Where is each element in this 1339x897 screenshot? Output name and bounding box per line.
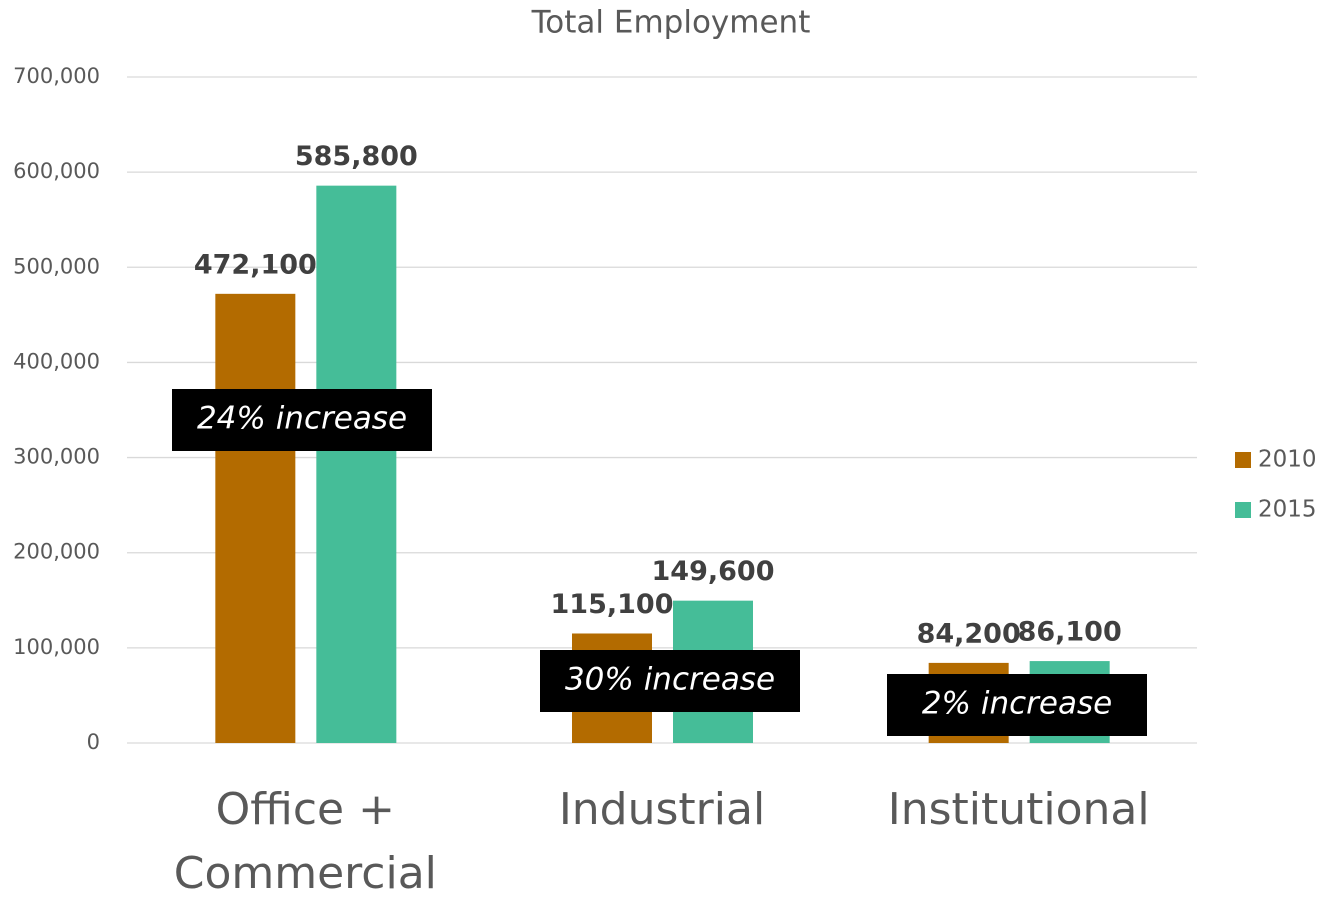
legend-swatch bbox=[1235, 452, 1251, 468]
y-tick-label: 300,000 bbox=[13, 445, 100, 469]
y-tick-label: 200,000 bbox=[13, 540, 100, 564]
y-tick-label: 100,000 bbox=[13, 635, 100, 659]
data-label: 585,800 bbox=[295, 141, 418, 172]
annotation: 2% increase bbox=[922, 686, 1112, 722]
y-tick-label: 400,000 bbox=[13, 349, 100, 373]
x-tick-label: Industrial bbox=[559, 784, 765, 835]
annotation-box bbox=[172, 389, 432, 451]
y-tick-label: 600,000 bbox=[13, 159, 100, 183]
data-label: 84,200 bbox=[917, 618, 1021, 649]
data-label: 115,100 bbox=[551, 589, 674, 620]
y-tick-label: 0 bbox=[87, 730, 100, 754]
x-tick-label: Institutional bbox=[888, 784, 1150, 835]
data-label: 472,100 bbox=[194, 249, 317, 280]
bar bbox=[316, 185, 397, 743]
annotation: 24% increase bbox=[197, 401, 407, 437]
x-tick-label: Office + Commercial bbox=[174, 784, 437, 897]
y-tick-label: 500,000 bbox=[13, 254, 100, 278]
legend-label: 2015 bbox=[1258, 497, 1317, 523]
chart-title: Total Employment bbox=[531, 5, 811, 41]
y-tick-label: 700,000 bbox=[13, 64, 100, 88]
annotation-box bbox=[887, 674, 1147, 736]
bar bbox=[215, 293, 296, 743]
annotation: 30% increase bbox=[565, 662, 775, 698]
annotation-box bbox=[540, 650, 800, 712]
data-label: 86,100 bbox=[1018, 617, 1122, 648]
data-label: 149,600 bbox=[652, 556, 775, 587]
legend-label: 2010 bbox=[1258, 447, 1317, 473]
legend-swatch bbox=[1235, 502, 1251, 518]
